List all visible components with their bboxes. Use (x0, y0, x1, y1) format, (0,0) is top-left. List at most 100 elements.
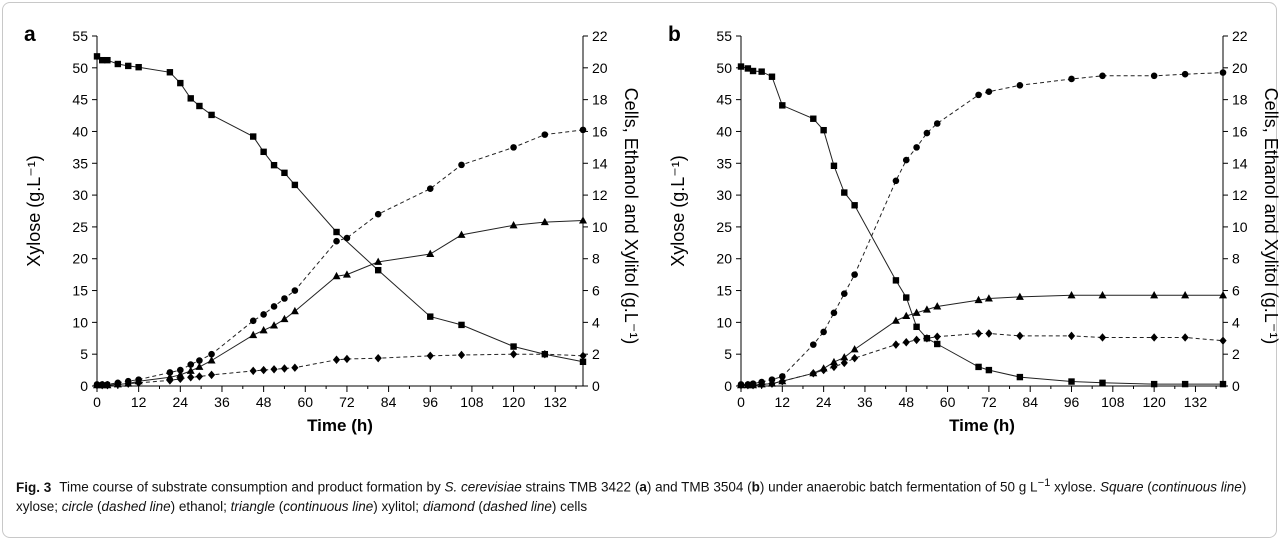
data-point-diamond (98, 381, 106, 390)
y-tick-label: 15 (72, 283, 88, 299)
data-point-diamond (851, 353, 859, 363)
data-point-triangle (426, 249, 435, 257)
data-point-square (851, 202, 858, 209)
data-point-square (779, 102, 786, 109)
data-point-triangle (1181, 291, 1190, 299)
y-tick-label: 40 (72, 123, 88, 139)
caption-legend-diamond: diamond (422, 498, 475, 514)
y2-tick-label: 8 (592, 251, 600, 267)
data-point-square (333, 228, 340, 236)
data-point-square (260, 148, 267, 156)
data-point-square (975, 363, 982, 371)
x-tick-label: 132 (1184, 394, 1208, 410)
data-point-triangle (186, 366, 195, 374)
panel-label-b: b (668, 23, 681, 46)
y-tick-label: 50 (716, 60, 732, 76)
y-tick-label: 25 (72, 219, 88, 235)
data-point-diamond (135, 378, 143, 388)
caption-legend-triangle: triangle (230, 498, 275, 514)
data-point-square (427, 313, 434, 320)
y-tick-label: 35 (716, 155, 732, 171)
caption-text-1: Time course of substrate consumption and… (59, 479, 445, 495)
y2-tick-label: 4 (592, 314, 600, 330)
y-tick-label: 40 (716, 123, 732, 139)
data-point-square (99, 56, 106, 64)
data-point-square (125, 62, 132, 70)
data-point-triangle (912, 308, 921, 316)
y2-axis-title: Cells, Ethanol and Xylitol (g.L⁻¹) (621, 88, 641, 345)
data-point-square (830, 162, 838, 170)
y2-tick-label: 2 (1232, 346, 1240, 362)
data-point-circle (923, 129, 931, 137)
data-point-diamond (124, 379, 132, 388)
y-tick-label: 0 (80, 378, 88, 394)
data-point-circle (779, 373, 786, 380)
caption-legend-square-name: xylose (16, 498, 55, 514)
y2-tick-label: 12 (1232, 187, 1248, 203)
caption-text-5: xylose. (1050, 479, 1100, 495)
data-point-triangle (902, 311, 911, 319)
x-tick-label: 96 (422, 394, 438, 410)
data-point-triangle (195, 362, 204, 370)
data-point-square (1181, 380, 1189, 388)
data-point-circle (187, 361, 195, 368)
data-point-circle (510, 144, 517, 151)
y2-tick-label: 18 (592, 92, 608, 108)
x-tick-label: 84 (381, 394, 397, 410)
data-point-circle (249, 317, 257, 325)
series-line-circle (97, 129, 584, 385)
x-tick-label: 48 (256, 394, 272, 410)
data-point-diamond (343, 354, 351, 364)
caption-legend-diamond-name: cells (560, 498, 588, 514)
data-point-diamond (249, 366, 257, 376)
data-point-square (281, 169, 288, 177)
data-point-triangle (1150, 291, 1159, 299)
data-point-square (579, 358, 587, 366)
x-tick-label: 84 (1022, 394, 1038, 410)
data-point-triangle (840, 353, 849, 361)
data-point-triangle (829, 357, 838, 366)
caption-legend-circle: circle (61, 498, 94, 514)
data-point-triangle (974, 295, 983, 304)
y2-tick-label: 6 (592, 283, 600, 299)
data-point-diamond (280, 364, 289, 373)
figure-caption: Fig. 3 Time course of substrate consumpti… (16, 477, 1247, 514)
caption-figure-label: Fig. 3 (16, 479, 52, 495)
data-point-triangle (176, 370, 185, 378)
data-point-diamond (509, 349, 518, 359)
x-tick-label: 12 (775, 394, 791, 410)
data-point-diamond (270, 365, 278, 374)
y2-tick-label: 16 (1232, 123, 1248, 139)
data-point-square (758, 68, 765, 75)
data-point-square (1016, 373, 1024, 381)
data-point-square (187, 95, 194, 102)
data-point-triangle (1219, 291, 1227, 299)
x-tick-label: 108 (1101, 394, 1125, 410)
x-tick-label: 120 (502, 394, 526, 410)
data-point-circle (892, 177, 900, 185)
data-point-diamond (912, 335, 921, 345)
data-point-diamond (974, 329, 983, 338)
data-point-triangle (850, 345, 859, 353)
data-point-triangle (509, 221, 518, 229)
data-point-circle (260, 311, 267, 318)
data-point-diamond (1181, 333, 1189, 342)
data-point-circle (458, 161, 465, 169)
data-point-circle (975, 91, 982, 99)
y-tick-label: 10 (716, 314, 732, 330)
data-point-square (749, 67, 757, 75)
data-point-triangle (457, 230, 466, 238)
data-point-square (768, 73, 776, 80)
y2-tick-label: 22 (592, 28, 608, 44)
x-tick-label: 60 (940, 394, 956, 410)
x-tick-label: 96 (1064, 394, 1080, 410)
figure-charts: a051015202530354045505502468101214161820… (24, 23, 1281, 435)
x-axis-title: Time (h) (949, 416, 1015, 435)
y2-tick-label: 22 (1232, 28, 1248, 44)
y-tick-label: 0 (724, 378, 732, 394)
caption-legend-square: Square (1099, 479, 1144, 495)
data-point-circle (1150, 72, 1158, 80)
data-point-circle (426, 185, 434, 193)
caption-text-3: ) and TMB 3504 ( (646, 479, 752, 495)
caption-species: S. cerevisiae (444, 479, 522, 495)
